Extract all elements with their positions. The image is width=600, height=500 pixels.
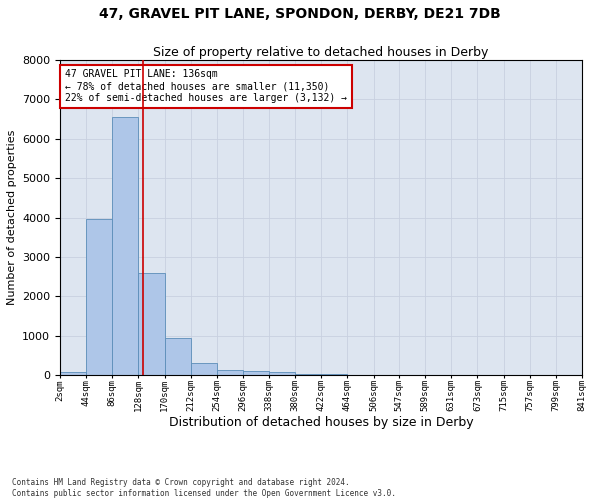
Text: 47 GRAVEL PIT LANE: 136sqm
← 78% of detached houses are smaller (11,350)
22% of : 47 GRAVEL PIT LANE: 136sqm ← 78% of deta… xyxy=(65,70,347,102)
Text: 47, GRAVEL PIT LANE, SPONDON, DERBY, DE21 7DB: 47, GRAVEL PIT LANE, SPONDON, DERBY, DE2… xyxy=(99,8,501,22)
Bar xyxy=(86,220,112,375)
Bar xyxy=(295,374,322,375)
Bar xyxy=(269,372,295,375)
Bar xyxy=(112,117,139,375)
Y-axis label: Number of detached properties: Number of detached properties xyxy=(7,130,17,305)
X-axis label: Distribution of detached houses by size in Derby: Distribution of detached houses by size … xyxy=(169,416,473,428)
Bar xyxy=(60,372,86,375)
Bar xyxy=(191,363,217,375)
Bar xyxy=(322,374,347,375)
Title: Size of property relative to detached houses in Derby: Size of property relative to detached ho… xyxy=(154,46,488,59)
Bar xyxy=(243,370,269,375)
Text: Contains HM Land Registry data © Crown copyright and database right 2024.
Contai: Contains HM Land Registry data © Crown c… xyxy=(12,478,396,498)
Bar xyxy=(139,272,164,375)
Bar xyxy=(164,338,191,375)
Bar xyxy=(217,370,243,375)
